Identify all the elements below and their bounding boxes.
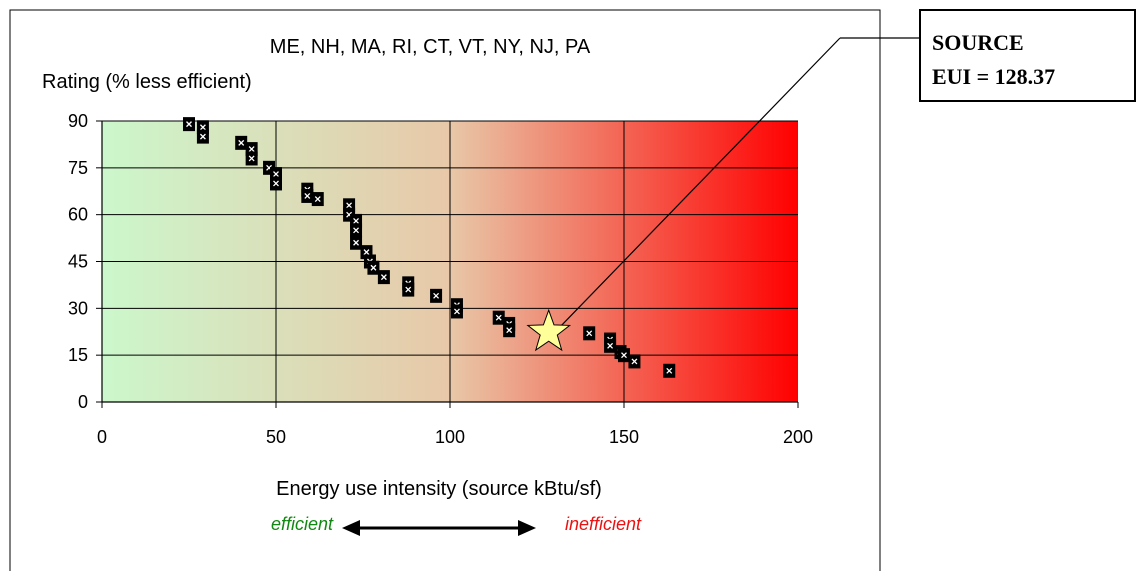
data-point xyxy=(183,117,195,132)
data-point xyxy=(245,151,258,166)
data-point xyxy=(450,304,463,319)
data-point xyxy=(618,348,630,363)
data-point xyxy=(377,270,390,285)
data-point xyxy=(583,326,596,341)
y-tick-label: 0 xyxy=(78,392,88,412)
x-tick-label: 0 xyxy=(97,427,107,447)
x-tick-label: 50 xyxy=(266,427,286,447)
efficient-label: efficient xyxy=(271,514,334,534)
data-points xyxy=(183,117,676,378)
y-tick-label: 15 xyxy=(68,345,88,365)
y-tick-label: 45 xyxy=(68,252,88,272)
y-tick-label: 90 xyxy=(68,111,88,131)
highlight-star-marker xyxy=(526,308,572,352)
data-point xyxy=(350,235,363,250)
y-tick-label: 75 xyxy=(68,158,88,178)
y-tick-label: 60 xyxy=(68,205,88,225)
y-tick-label: 30 xyxy=(68,298,88,318)
tick-labels: 0 15 30 45 60 75 90 0 50 100 150 200 xyxy=(68,111,813,447)
x-tick-label: 150 xyxy=(609,427,639,447)
data-point xyxy=(402,282,415,297)
data-point xyxy=(663,363,676,378)
grid xyxy=(96,120,799,408)
data-point xyxy=(503,323,516,338)
data-point xyxy=(235,135,248,150)
inefficient-label: inefficient xyxy=(565,514,642,534)
callout-line-1: SOURCE xyxy=(932,30,1024,55)
data-point xyxy=(311,192,324,207)
data-point xyxy=(196,129,209,144)
data-point xyxy=(628,354,641,369)
data-point xyxy=(270,176,282,191)
data-point xyxy=(350,223,363,238)
x-axis-label: Energy use intensity (source kBtu/sf) xyxy=(276,478,602,500)
source-eui-callout-box xyxy=(919,9,1136,102)
data-point xyxy=(367,260,380,275)
data-point xyxy=(301,188,314,203)
x-tick-label: 200 xyxy=(783,427,813,447)
double-headed-arrow xyxy=(342,520,536,536)
x-tick-label: 100 xyxy=(435,427,465,447)
y-axis-label: Rating (% less efficient) xyxy=(42,71,252,93)
data-point xyxy=(604,338,617,353)
data-point xyxy=(492,310,505,325)
chart-title: ME, NH, MA, RI, CT, VT, NY, NJ, PA xyxy=(270,36,591,58)
data-point xyxy=(430,288,443,303)
callout-line-2: EUI = 128.37 xyxy=(932,64,1055,89)
callout-leader-line xyxy=(560,37,841,327)
